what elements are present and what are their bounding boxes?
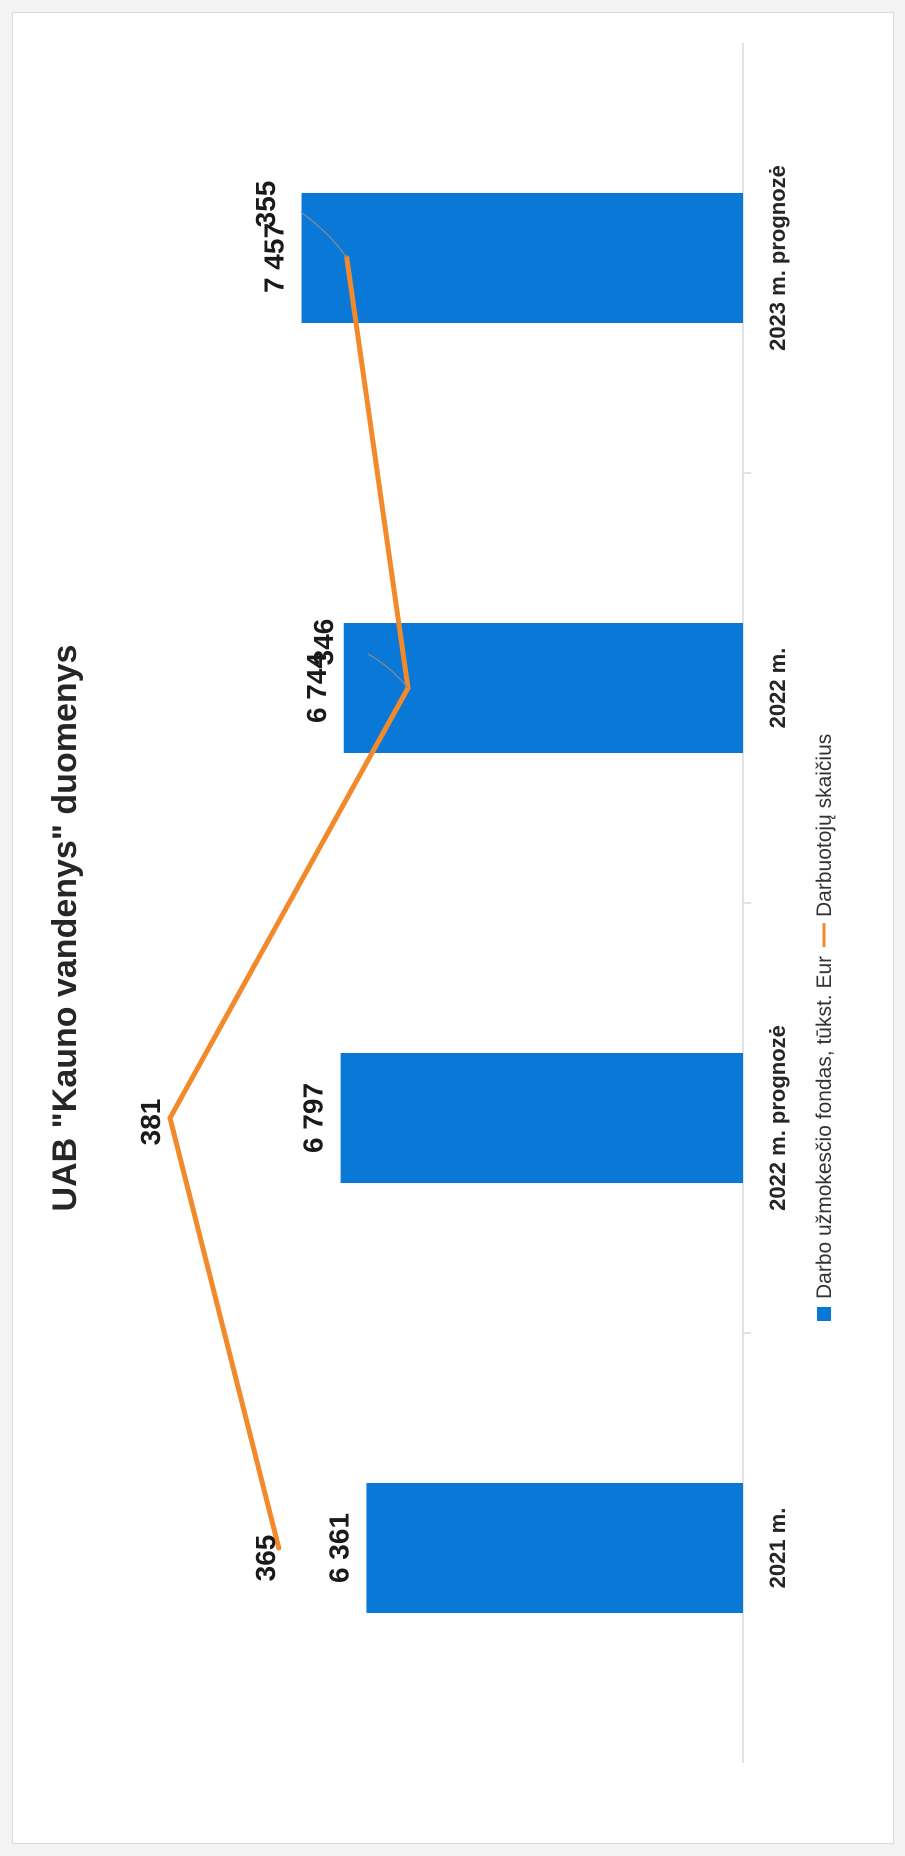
bar	[343, 623, 743, 753]
plot-area: 6 361 2021 m. 6 797 2022 m. prognozė 6 744 20…	[135, 43, 790, 1763]
bar-value-label: 6 744	[301, 653, 332, 723]
line-point	[167, 1115, 173, 1121]
leader-line	[367, 653, 409, 689]
category-label: 2022 m.	[765, 648, 790, 729]
bar	[301, 193, 743, 323]
bar	[340, 1053, 743, 1183]
chart-title: UAB "Kauno vandenys" duomenys	[46, 645, 84, 1212]
chart-rotated-group: 6 361 2021 m. 6 797 2022 m. prognozė 6 744 20…	[46, 43, 836, 1763]
category-label: 2022 m. prognozė	[765, 1025, 790, 1211]
line-point	[276, 1545, 282, 1551]
legend-bar-label: Darbo užmokesčio fondas, tūkst. Eur	[813, 956, 836, 1299]
category-label: 2021 m.	[765, 1508, 790, 1589]
employees-line	[167, 255, 411, 1551]
legend: Darbo užmokesčio fondas, tūkst. Eur Darbu…	[813, 734, 836, 1321]
legend-bar-swatch	[817, 1307, 831, 1321]
legend-line-label: Darbuotojų skaičius	[813, 734, 836, 917]
category-label: 2023 m. prognozė	[765, 165, 790, 351]
bar-value-label: 6 361	[323, 1513, 354, 1583]
line-value-label: 355	[250, 181, 281, 228]
bar	[366, 1483, 743, 1613]
bar-value-label: 6 797	[298, 1083, 329, 1153]
chart: 6 361 2021 m. 6 797 2022 m. prognozė 6 744 20…	[46, 43, 836, 1763]
leader-line	[300, 211, 348, 259]
chart-title-group: UAB "Kauno vandenys" duomenys	[46, 645, 84, 1212]
line-value-label: 346	[308, 619, 339, 666]
page: 6 361 2021 m. 6 797 2022 m. prognozė 6 744 20…	[12, 12, 894, 1844]
line-value-label: 365	[250, 1535, 281, 1582]
line-value-label: 381	[135, 1099, 166, 1146]
bar-value-label: 7 457	[259, 223, 290, 293]
